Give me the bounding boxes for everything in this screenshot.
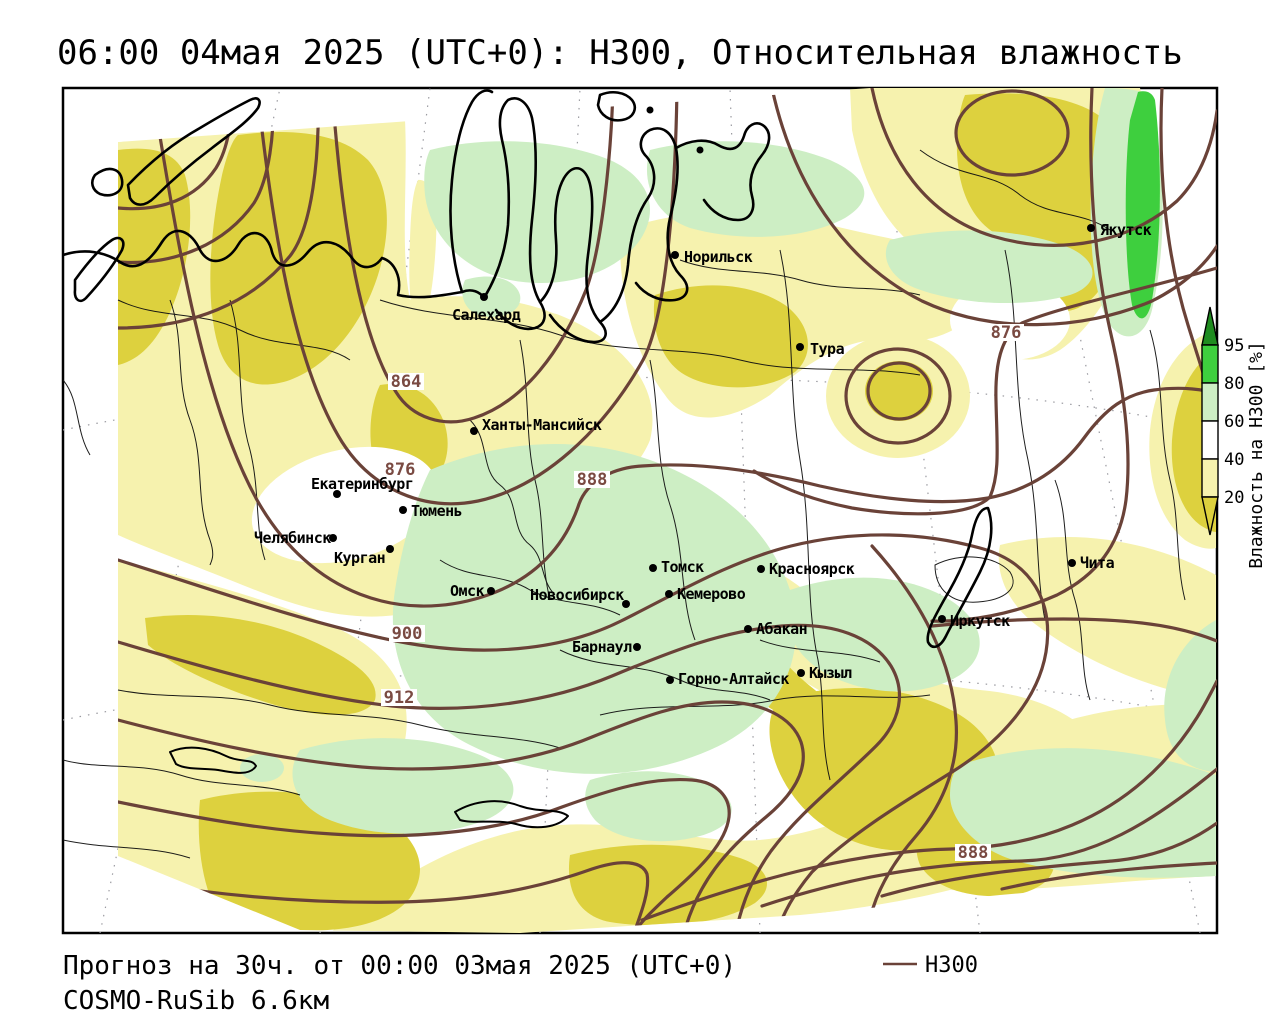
colorbar-title: Влажность на H300 [%]	[1246, 341, 1267, 569]
city-label: Салехард	[452, 306, 521, 324]
city-dot	[480, 293, 488, 301]
city-dot	[333, 490, 341, 498]
city-dot	[665, 590, 673, 598]
colorbar: Влажность на H300 [%] 95 80 60 40 20	[1201, 306, 1267, 569]
city-dot	[622, 600, 630, 608]
contour-label-bg	[382, 461, 418, 478]
contour-label-bg	[388, 373, 424, 390]
city-dot	[938, 615, 946, 623]
colorbar-arrow-down	[1201, 496, 1219, 536]
colorbar-tick: 80	[1224, 374, 1244, 394]
city-label: Якутск	[1100, 221, 1152, 239]
city-dot	[329, 534, 337, 542]
city-dot	[487, 587, 495, 595]
contour-label: 876	[385, 460, 416, 480]
colorbar-tick: 95	[1224, 336, 1244, 356]
contour-label-bg	[574, 471, 610, 488]
contour-label: 912	[384, 688, 415, 708]
contour-label: 864	[391, 372, 422, 392]
city-dot	[399, 506, 407, 514]
city-label: Ханты-Мансийск	[482, 416, 602, 434]
humidity-fills	[118, 88, 1216, 933]
city-label: Екатеринбург	[311, 475, 413, 493]
colorbar-segment	[1201, 382, 1219, 422]
region-borders	[63, 149, 1186, 859]
contour-label: 900	[392, 624, 423, 644]
city-label: Барнаул	[572, 638, 632, 656]
city-dot	[386, 545, 394, 553]
city-dot	[757, 565, 765, 573]
city-dot	[797, 669, 805, 677]
city-label: Иркутск	[950, 612, 1010, 630]
city-dot	[796, 343, 804, 351]
city-label: Кемерово	[677, 585, 746, 603]
city-dot	[671, 251, 679, 259]
map-body: 864 876 888 876 900 912 888 Норильск Салехард Ту…	[63, 88, 1217, 933]
colorbar-tick: 20	[1224, 488, 1244, 508]
contour-label: 876	[991, 323, 1022, 343]
isohypses	[118, 88, 1217, 933]
colorbar-segment	[1201, 344, 1219, 384]
coastlines	[63, 89, 993, 829]
city-markers: Норильск Салехард Тура Якутск Ханты-Мансийск…	[254, 221, 1152, 688]
contour-label: 888	[577, 470, 608, 490]
city-dot	[744, 625, 752, 633]
city-label: Красноярск	[769, 560, 855, 578]
city-label: Абакан	[756, 620, 807, 638]
city-label: Томск	[661, 558, 704, 576]
colorbar-segment	[1201, 458, 1219, 498]
contour-label: 888	[958, 843, 989, 863]
city-label: Тюмень	[411, 502, 462, 520]
page-title: 06:00 04мая 2025 (UTC+0): H300, Относите…	[57, 33, 1183, 73]
legend-label: H300	[925, 953, 978, 978]
model-info-line: COSMO-RuSib 6.6км	[63, 986, 329, 1016]
city-label: Норильск	[684, 248, 753, 266]
colorbar-tick: 40	[1224, 450, 1244, 470]
colorbar-tick: 60	[1224, 412, 1244, 432]
contour-labels: 864 876 888 876 900 912 888	[381, 323, 1024, 863]
city-label: Курган	[334, 549, 385, 567]
contour-label-bg	[955, 844, 991, 861]
forecast-info-line: Прогноз на 30ч. от 00:00 03мая 2025 (UTC…	[63, 951, 736, 981]
city-dot	[1068, 559, 1076, 567]
city-dot	[666, 676, 674, 684]
city-label: Омск	[450, 582, 485, 600]
contour-label-bg	[988, 324, 1024, 341]
city-dot	[649, 564, 657, 572]
city-label: Челябинск	[254, 529, 331, 547]
contour-label-bg	[389, 625, 425, 642]
city-label: Горно-Алтайск	[678, 670, 789, 688]
city-label: Кызыл	[809, 664, 852, 682]
contour-label-bg	[381, 689, 417, 706]
city-label: Чита	[1080, 554, 1115, 572]
city-dot	[633, 643, 641, 651]
city-dot	[470, 427, 478, 435]
city-label: Новосибирск	[530, 586, 624, 604]
colorbar-segment	[1201, 420, 1219, 460]
city-dot	[1087, 224, 1095, 232]
city-label: Тура	[810, 340, 845, 358]
